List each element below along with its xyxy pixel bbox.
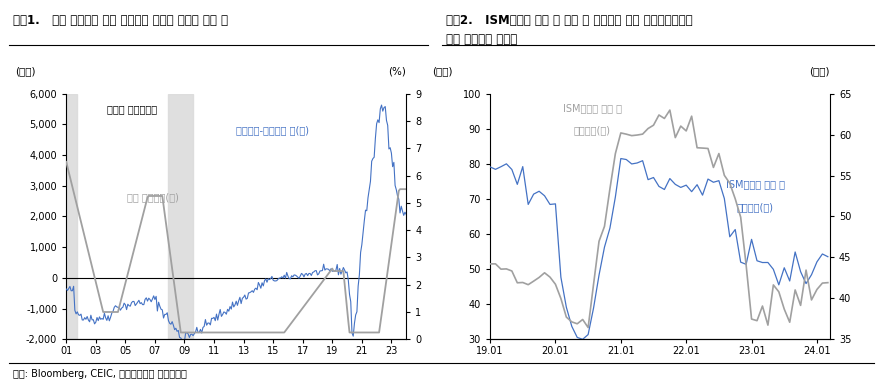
Text: ISM제조업 지수 중: ISM제조업 지수 중 (726, 179, 785, 190)
Text: 미국 정책금리(우): 미국 정책금리(우) (127, 192, 179, 202)
Text: (천건): (천건) (15, 66, 35, 76)
Text: 가격지수(우): 가격지수(우) (574, 126, 610, 136)
Text: 그림1.   미국 고용시장 수급 불균형은 완만한 속도로 해소 중: 그림1. 미국 고용시장 수급 불균형은 완만한 속도로 해소 중 (13, 14, 228, 27)
Text: (%): (%) (389, 66, 406, 76)
Text: 음영은 경기침체기: 음영은 경기침체기 (107, 105, 157, 115)
Text: 구인건수-구직건수 차(좌): 구인건수-구직건수 차(좌) (237, 126, 309, 136)
Text: 고용지수(좌): 고용지수(좌) (736, 202, 774, 212)
Bar (169, 94, 193, 339)
Text: (지수): (지수) (433, 66, 453, 76)
Text: 그림2.   ISM제조업 지수 중 가격 및 고용지수 모두 디스인플레이션: 그림2. ISM제조업 지수 중 가격 및 고용지수 모두 디스인플레이션 (446, 14, 692, 27)
Text: (지수): (지수) (810, 66, 830, 76)
Text: 지속 기대감을 뒷받침: 지속 기대감을 뒷받침 (446, 33, 517, 46)
Bar (66, 94, 78, 339)
Text: ISM제조업 지수 중: ISM제조업 지수 중 (562, 103, 622, 113)
Text: 자료: Bloomberg, CEIC, 하이투자증권 리서치본부: 자료: Bloomberg, CEIC, 하이투자증권 리서치본부 (13, 369, 187, 379)
